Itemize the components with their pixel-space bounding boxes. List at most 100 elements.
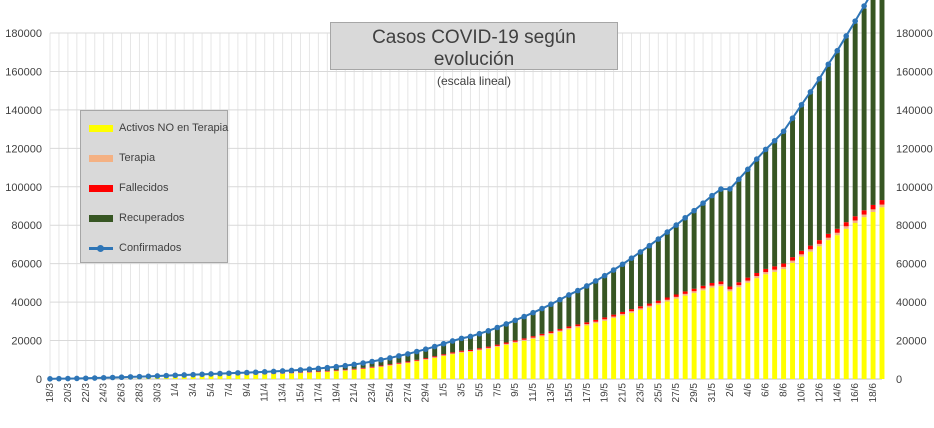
confirmados-point (825, 61, 832, 68)
confirmados-point (530, 309, 536, 316)
x-tick-label: 18/6 (868, 383, 879, 403)
legend-swatch-recuperados (89, 214, 113, 222)
confirmados-point (709, 192, 715, 199)
confirmados-point (100, 374, 107, 381)
bar-recuperados (843, 37, 849, 223)
bar-terapia (745, 280, 751, 283)
bar-activos-no-en-terapia (825, 240, 831, 379)
legend-swatch-activos (89, 124, 113, 132)
confirmados-point (789, 115, 796, 121)
bar-recuperados (441, 343, 447, 355)
legend-label-recuperados: Recuperados (119, 212, 185, 224)
confirmados-point (145, 373, 152, 380)
bar-activos-no-en-terapia (208, 375, 214, 379)
bar-terapia (754, 276, 760, 279)
bar-fallecidos (494, 344, 500, 346)
legend-item-fallecidos: Fallecidos (89, 181, 169, 195)
bar-recuperados (673, 225, 679, 295)
bar-recuperados (637, 251, 643, 307)
bar-terapia (539, 335, 545, 337)
bar-recuperados (852, 23, 858, 217)
bar-activos-no-en-terapia (611, 318, 617, 379)
bar-recuperados (512, 320, 518, 341)
bar-activos-no-en-terapia (548, 334, 554, 379)
bar-terapia (468, 351, 473, 352)
x-tick-label: 26/3 (117, 383, 128, 403)
confirmados-point (226, 370, 232, 377)
chart-legend: Activos NO en Terapia Terapia Fallecidos… (80, 110, 228, 263)
bar-fallecidos (459, 350, 464, 352)
bar-activos-no-en-terapia (673, 298, 679, 379)
confirmados-point (762, 146, 769, 153)
bar-recuperados (754, 159, 760, 273)
x-tick-label: 1/4 (170, 383, 181, 397)
confirmados-point (655, 236, 662, 242)
x-tick-label: 11/4 (260, 383, 271, 402)
bar-activos-no-en-terapia (664, 301, 670, 379)
confirmados-point (548, 301, 554, 308)
confirmados-point (727, 186, 733, 192)
bar-activos-no-en-terapia (655, 304, 661, 379)
x-tick-label: 24/3 (99, 383, 110, 403)
bar-recuperados (655, 239, 661, 301)
bar-activos-no-en-terapia (378, 366, 384, 379)
bar-recuperados (450, 340, 456, 353)
bar-fallecidos (816, 240, 822, 244)
confirmados-point (261, 369, 268, 375)
bar-fallecidos (682, 291, 688, 294)
bar-terapia (369, 367, 375, 369)
bar-terapia (432, 357, 438, 358)
bar-recuperados (566, 294, 572, 327)
confirmados-point (449, 338, 456, 344)
x-tick-label: 18/3 (45, 383, 56, 403)
bar-recuperados (521, 316, 527, 339)
bar-activos-no-en-terapia (503, 344, 509, 379)
bar-fallecidos (333, 370, 339, 371)
bar-terapia (503, 343, 509, 345)
legend-item-activos: Activos NO en Terapia (89, 121, 228, 135)
bar-fallecidos (799, 250, 804, 255)
confirmados-point (163, 372, 170, 379)
bar-activos-no-en-terapia (763, 274, 769, 379)
confirmados-point (235, 370, 241, 376)
confirmados-point (575, 287, 581, 294)
confirmados-point (646, 242, 653, 249)
bar-recuperados (494, 327, 500, 345)
bar-activos-no-en-terapia (566, 329, 572, 379)
confirmados-point (342, 362, 349, 369)
y2-tick-label: 160000 (896, 66, 933, 78)
y2-tick-label: 20000 (896, 336, 927, 348)
confirmados-point (396, 353, 402, 359)
x-tick-label: 29/4 (421, 383, 432, 403)
bar-terapia (861, 214, 867, 218)
bar-fallecidos (843, 222, 849, 227)
bar-recuperados (485, 330, 491, 347)
legend-swatch-fallecidos (89, 184, 113, 192)
confirmados-point (405, 351, 411, 357)
confirmados-point (610, 267, 617, 273)
bar-activos-no-en-terapia (199, 375, 205, 379)
bar-activos-no-en-terapia (235, 374, 241, 379)
confirmados-point (861, 3, 867, 9)
bar-fallecidos (870, 204, 876, 210)
bar-recuperados (530, 312, 536, 337)
bar-activos-no-en-terapia (298, 373, 303, 379)
bar-fallecidos (530, 336, 536, 338)
confirmados-point (288, 367, 295, 374)
bar-recuperados (834, 52, 840, 229)
bar-activos-no-en-terapia (870, 211, 876, 379)
x-tick-label: 9/5 (510, 383, 521, 397)
bar-terapia (772, 269, 778, 272)
bar-terapia (441, 355, 447, 357)
confirmados-point (136, 373, 143, 380)
bar-activos-no-en-terapia (790, 262, 795, 379)
bar-activos-no-en-terapia (271, 373, 277, 379)
legend-item-confirmados: Confirmados (89, 241, 181, 255)
bar-recuperados (387, 357, 393, 365)
x-tick-label: 27/4 (403, 383, 414, 403)
bar-activos-no-en-terapia (459, 352, 464, 379)
x-tick-label: 3/4 (188, 383, 199, 397)
bar-terapia (494, 345, 500, 347)
